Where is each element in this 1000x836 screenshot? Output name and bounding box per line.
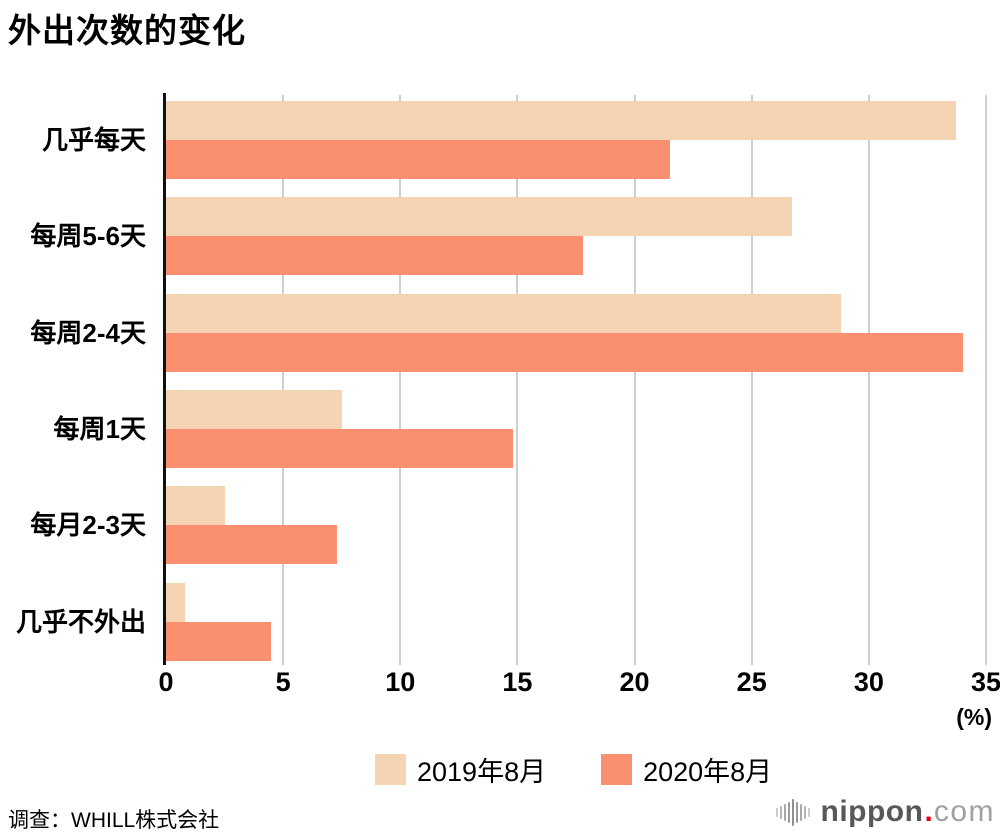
legend: 2019年8月 2020年8月 — [375, 750, 772, 789]
soundwave-bar — [779, 805, 782, 819]
plot-area — [163, 93, 987, 665]
soundwave-bar — [803, 805, 806, 819]
x-tick-25: 25 — [736, 667, 767, 697]
legend-label-2019: 2019年8月 — [417, 757, 547, 787]
category-label-每周2-4天: 每周2-4天 — [30, 317, 146, 348]
gridline-30 — [867, 95, 870, 665]
bar-2019年8月-每周1天 — [166, 389, 342, 429]
bar-2020年8月-几乎不外出 — [166, 621, 272, 661]
soundwave-bar — [799, 803, 802, 821]
x-tick-5: 5 — [275, 667, 291, 697]
bar-2019年8月-每周5-6天 — [166, 197, 792, 237]
gridline-10 — [399, 95, 402, 665]
x-tick-15: 15 — [502, 667, 533, 697]
soundwave-bar — [775, 807, 778, 817]
bar-2020年8月-每周2-4天 — [166, 332, 963, 372]
category-label-每周5-6天: 每周5-6天 — [30, 221, 146, 252]
legend-item-2019: 2019年8月 — [375, 750, 546, 789]
x-tick-35: 35 — [970, 667, 1000, 697]
soundwave-bar — [807, 807, 810, 817]
logo-dot: . — [924, 795, 933, 828]
bar-2019年8月-几乎不外出 — [166, 582, 185, 622]
category-label-几乎不外出: 几乎不外出 — [15, 606, 146, 637]
gridline-35 — [985, 95, 987, 665]
x-tick-10: 10 — [385, 667, 416, 697]
bar-2020年8月-几乎每天 — [166, 140, 670, 179]
category-label-每周1天: 每周1天 — [53, 413, 146, 444]
legend-label-2020: 2020年8月 — [643, 757, 773, 787]
bar-2020年8月-每月2-3天 — [166, 525, 338, 565]
gridline-25 — [750, 95, 753, 665]
logo-text-com: com — [933, 795, 995, 828]
gridline-5 — [282, 95, 285, 665]
bar-2020年8月-每周5-6天 — [166, 236, 584, 276]
category-label-几乎每天: 几乎每天 — [41, 125, 146, 155]
x-axis-unit-label: (%) — [956, 704, 992, 730]
soundwave-bar — [783, 803, 786, 821]
y-axis-line — [163, 93, 166, 665]
bar-2019年8月-每月2-3天 — [166, 486, 225, 526]
gridline-15 — [516, 95, 519, 665]
bar-2019年8月-几乎每天 — [166, 101, 956, 140]
soundwave-bar — [791, 798, 794, 826]
legend-swatch-2020 — [601, 754, 633, 785]
nippon-logo[interactable]: nippon . com — [775, 791, 996, 833]
source-credit: 调查：WHILL株式会社 — [8, 809, 220, 832]
bar-2020年8月-每周1天 — [166, 428, 513, 468]
bar-2019年8月-每周2-4天 — [166, 293, 841, 333]
x-tick-20: 20 — [619, 667, 650, 697]
soundwave-bars-icon — [775, 798, 812, 826]
legend-item-2020: 2020年8月 — [601, 750, 772, 789]
legend-swatch-2019 — [375, 754, 406, 785]
soundwave-bar — [787, 801, 790, 823]
gridline-20 — [633, 95, 636, 665]
soundwave-bar — [795, 801, 798, 823]
page-title: 外出次数的变化 — [8, 12, 246, 49]
x-tick-30: 30 — [853, 667, 884, 697]
category-label-每月2-3天: 每月2-3天 — [30, 510, 146, 541]
x-tick-0: 0 — [158, 667, 174, 697]
logo-text-nippon: nippon — [820, 795, 924, 828]
